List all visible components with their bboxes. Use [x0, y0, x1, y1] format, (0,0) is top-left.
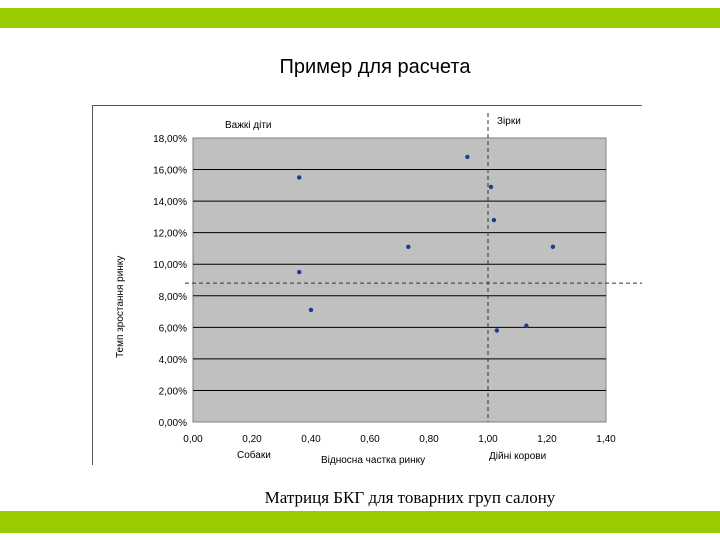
scatter-point — [491, 217, 497, 223]
y-tick-label: 6,00% — [159, 323, 187, 334]
y-tick-label: 8,00% — [159, 292, 187, 303]
x-tick-label: 1,20 — [537, 434, 557, 445]
y-tick-label: 14,00% — [153, 197, 187, 208]
quadrant-label-top-left: Важкі діти — [225, 120, 272, 131]
scatter-points — [297, 154, 556, 333]
tick-labels: 0,00% 2,00% 4,00% 6,00% 8,00% 10,00% 12,00% 14,… — [153, 134, 616, 445]
x-tick-label: 1,00 — [478, 434, 498, 445]
x-tick-label: 0,80 — [419, 434, 439, 445]
scatter-point — [488, 184, 494, 190]
x-tick-label: 0,60 — [360, 434, 380, 445]
chart-frame: 0,00% 2,00% 4,00% 6,00% 8,00% 10,00% 12,00% 14,… — [92, 105, 642, 466]
scatter-point — [406, 244, 411, 250]
scatter-point — [494, 328, 500, 333]
scatter-point — [465, 154, 470, 160]
plot-area — [192, 137, 607, 423]
x-tick-label: 1,40 — [596, 434, 616, 445]
scatter-point — [297, 269, 302, 275]
quadrant-label-bottom-left: Собаки — [237, 449, 271, 461]
x-axis-label: Відносна частка ринку — [321, 455, 425, 466]
bcg-matrix-chart: 0,00% 2,00% 4,00% 6,00% 8,00% 10,00% 12,00% 14,… — [115, 113, 642, 466]
slide-title: Пример для расчета — [279, 56, 471, 78]
y-tick-label: 16,00% — [153, 166, 187, 177]
scatter-point — [308, 307, 314, 313]
y-tick-label: 18,00% — [153, 134, 187, 145]
gridlines — [193, 169, 606, 391]
quadrant-label-bottom-right: Дійні корови — [489, 451, 546, 462]
bottom-accent-bar — [0, 511, 720, 533]
scatter-point — [524, 323, 529, 328]
y-axis-label: Темп зростання ринку — [115, 256, 126, 358]
quadrant-lines — [185, 113, 642, 422]
y-tick-label: 0,00% — [159, 418, 187, 429]
y-tick-label: 12,00% — [153, 229, 187, 240]
y-tick-label: 10,00% — [153, 260, 187, 271]
y-tick-label: 2,00% — [159, 386, 187, 397]
quadrant-label-top-right: Зірки — [497, 116, 521, 127]
x-tick-label: 0,20 — [242, 434, 262, 445]
top-accent-bar — [0, 8, 720, 28]
chart-caption: Матриця БКГ для товарних груп салону — [264, 488, 556, 507]
scatter-point — [297, 175, 302, 180]
x-tick-label: 0,00 — [183, 434, 203, 445]
x-tick-label: 0,40 — [301, 434, 321, 445]
y-tick-label: 4,00% — [159, 355, 187, 366]
scatter-point — [550, 244, 556, 250]
